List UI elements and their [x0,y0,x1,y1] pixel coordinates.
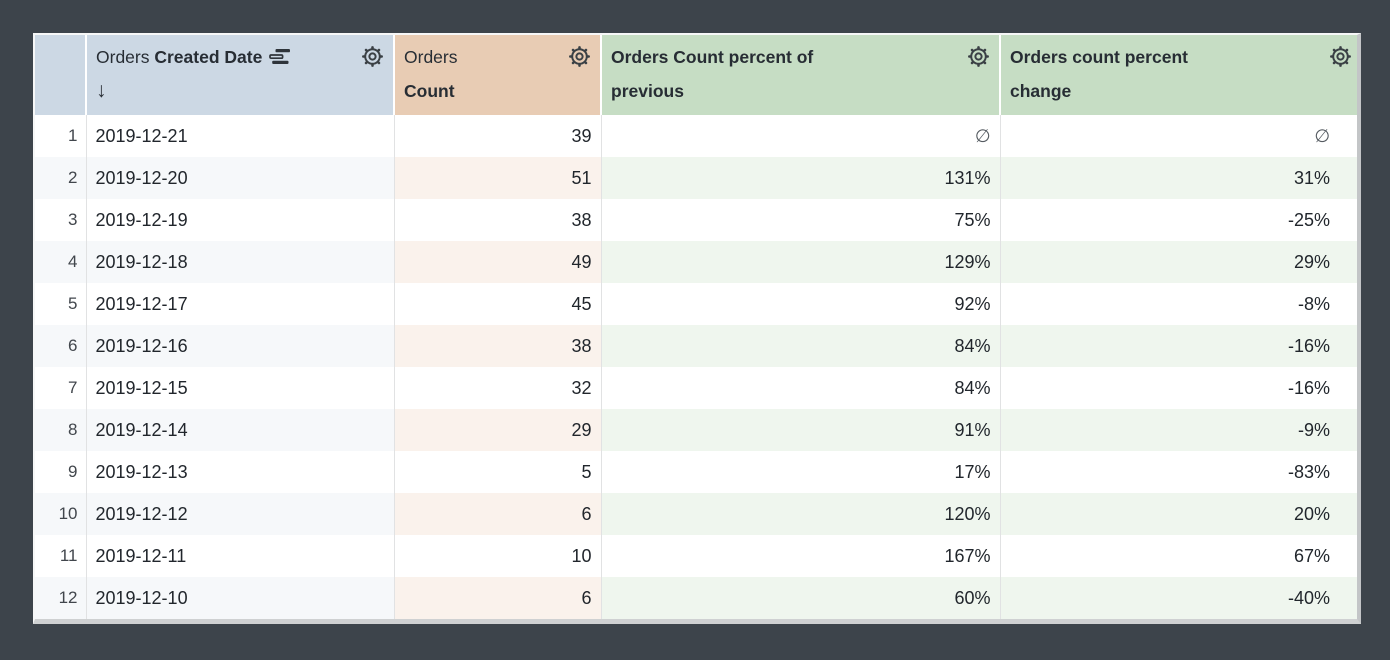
table-body: 1 2019-12-21 39 ∅ ∅ 2 2019-12-20 51 131% 31% 3 2019… [35,115,1357,619]
date-cell[interactable]: 2019-12-19 [85,199,394,241]
row-number-cell: 8 [35,409,86,451]
header-view-label: Orders [404,47,458,67]
row-number-cell: 1 [35,115,86,157]
pct-change-cell[interactable]: -9% [999,409,1357,451]
table-row: 10 2019-12-12 6 120% 20% [35,493,1357,535]
count-cell[interactable]: 6 [393,577,601,619]
count-cell[interactable]: 5 [393,451,601,493]
pct-of-previous-cell[interactable]: 131% [600,157,1000,199]
results-table-card: Orders Created Date ↓ Orders Count [33,33,1361,624]
table-row: 4 2019-12-18 49 129% 29% [35,241,1357,283]
count-cell[interactable]: 51 [393,157,601,199]
pct-change-cell[interactable]: -25% [999,199,1357,241]
row-number-cell: 4 [35,241,86,283]
count-cell[interactable]: 39 [393,115,601,157]
results-table: Orders Created Date ↓ Orders Count [35,35,1357,619]
header-view-label: Orders [96,47,150,67]
count-cell[interactable]: 38 [393,199,601,241]
pct-change-cell[interactable]: -16% [999,325,1357,367]
table-row: 6 2019-12-16 38 84% -16% [35,325,1357,367]
pct-of-previous-cell[interactable]: 167% [600,535,1000,577]
pct-of-previous-cell[interactable]: 17% [600,451,1000,493]
date-cell[interactable]: 2019-12-20 [85,157,394,199]
gear-icon[interactable] [1328,44,1353,69]
date-cell[interactable]: 2019-12-17 [85,283,394,325]
column-header-row-number [35,35,86,115]
date-cell[interactable]: 2019-12-13 [85,451,394,493]
header-field-label: Count [404,81,455,101]
gear-icon[interactable] [567,44,592,69]
date-cell[interactable]: 2019-12-21 [85,115,394,157]
table-row: 7 2019-12-15 32 84% -16% [35,367,1357,409]
row-number-cell: 12 [35,577,86,619]
header-calc-label: Orders Count percent of previous [611,47,814,101]
row-number-cell: 3 [35,199,86,241]
pct-of-previous-cell[interactable]: 60% [600,577,1000,619]
header-calc-label: Orders count percent change [1010,47,1188,101]
count-cell[interactable]: 32 [393,367,601,409]
count-cell[interactable]: 29 [393,409,601,451]
row-number-cell: 2 [35,157,86,199]
pct-change-cell[interactable]: 20% [999,493,1357,535]
pct-of-previous-cell[interactable]: 120% [600,493,1000,535]
header-label-group: Orders Count [404,40,591,108]
date-cell[interactable]: 2019-12-10 [85,577,394,619]
stacked-bars-icon [269,41,290,56]
gear-icon[interactable] [360,44,385,69]
table-row: 1 2019-12-21 39 ∅ ∅ [35,115,1357,157]
count-cell[interactable]: 38 [393,325,601,367]
pct-change-cell[interactable]: 29% [999,241,1357,283]
pct-of-previous-cell[interactable]: 91% [600,409,1000,451]
pct-of-previous-cell[interactable]: 129% [600,241,1000,283]
header-field-label: Created Date [154,47,263,67]
date-cell[interactable]: 2019-12-16 [85,325,394,367]
row-number-cell: 9 [35,451,86,493]
table-row: 11 2019-12-11 10 167% 67% [35,535,1357,577]
gear-icon[interactable] [966,44,991,69]
date-cell[interactable]: 2019-12-11 [85,535,394,577]
table-row: 9 2019-12-13 5 17% -83% [35,451,1357,493]
column-header-orders-created-date[interactable]: Orders Created Date ↓ [85,35,394,115]
pct-of-previous-cell[interactable]: 75% [600,199,1000,241]
sort-descending-arrow-icon: ↓ [96,79,107,102]
table-row: 8 2019-12-14 29 91% -9% [35,409,1357,451]
date-cell[interactable]: 2019-12-15 [85,367,394,409]
row-number-cell: 6 [35,325,86,367]
pct-change-cell[interactable]: -8% [999,283,1357,325]
count-cell[interactable]: 49 [393,241,601,283]
table-row: 2 2019-12-20 51 131% 31% [35,157,1357,199]
column-header-percent-of-previous[interactable]: Orders Count percent of previous [600,35,1000,115]
pct-change-cell[interactable]: -16% [999,367,1357,409]
pct-of-previous-cell[interactable]: ∅ [600,115,1000,157]
header-label-group: Orders Created Date ↓ [96,40,384,108]
pct-of-previous-cell[interactable]: 84% [600,367,1000,409]
date-cell[interactable]: 2019-12-18 [85,241,394,283]
date-cell[interactable]: 2019-12-14 [85,409,394,451]
row-number-cell: 7 [35,367,86,409]
table-row: 5 2019-12-17 45 92% -8% [35,283,1357,325]
row-number-cell: 11 [35,535,86,577]
table-row: 12 2019-12-10 6 60% -40% [35,577,1357,619]
row-number-cell: 5 [35,283,86,325]
pct-change-cell[interactable]: ∅ [999,115,1357,157]
pct-change-cell[interactable]: -83% [999,451,1357,493]
pct-change-cell[interactable]: -40% [999,577,1357,619]
pct-of-previous-cell[interactable]: 84% [600,325,1000,367]
date-cell[interactable]: 2019-12-12 [85,493,394,535]
table-row: 3 2019-12-19 38 75% -25% [35,199,1357,241]
count-cell[interactable]: 10 [393,535,601,577]
pct-change-cell[interactable]: 67% [999,535,1357,577]
pct-change-cell[interactable]: 31% [999,157,1357,199]
column-header-percent-change[interactable]: Orders count percent change [999,35,1357,115]
pct-of-previous-cell[interactable]: 92% [600,283,1000,325]
count-cell[interactable]: 6 [393,493,601,535]
column-header-orders-count[interactable]: Orders Count [393,35,601,115]
header-row: Orders Created Date ↓ Orders Count [35,35,1357,115]
row-number-cell: 10 [35,493,86,535]
count-cell[interactable]: 45 [393,283,601,325]
